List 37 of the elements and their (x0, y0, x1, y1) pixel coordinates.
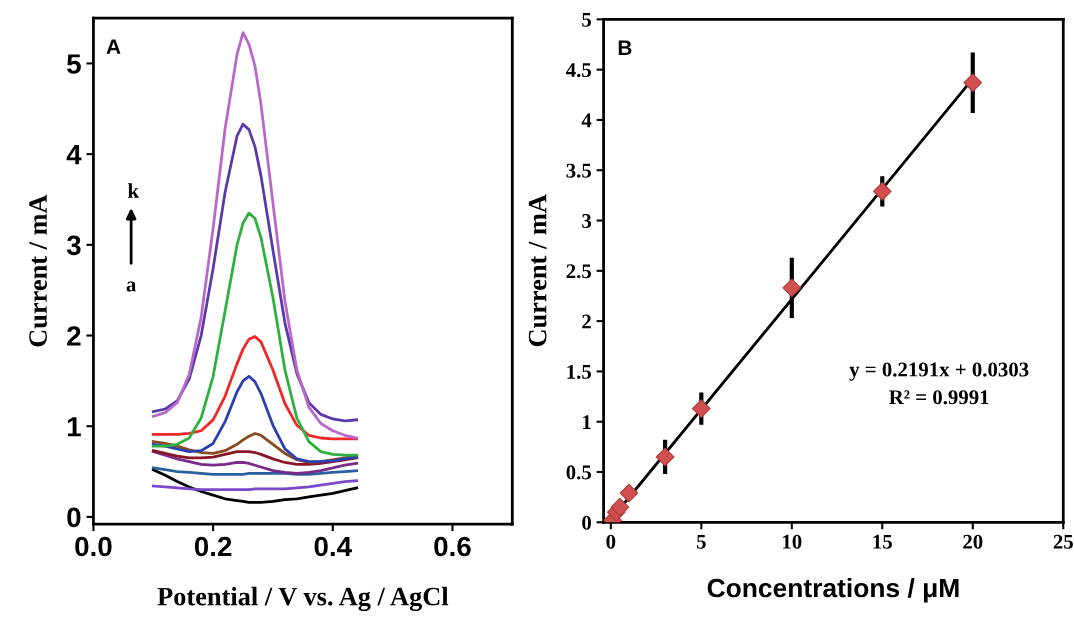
y-tick-label: 0 (67, 507, 81, 528)
y-axis-title: Current / mA (528, 194, 547, 347)
y-tick-label: 4 (66, 145, 82, 165)
y-tick-label: 1.5 (567, 364, 592, 379)
x-tick-label: 10 (783, 534, 802, 549)
x-axis-title: Potential / V vs. Ag / AgCl (157, 586, 449, 611)
annotation: B (618, 40, 632, 55)
x-tick-label: 20 (963, 534, 983, 549)
y-tick-label: 1 (583, 415, 591, 429)
y-tick-label: 2 (67, 326, 81, 346)
annotation: R² = 0.9991 (889, 390, 989, 405)
annotation: a (126, 281, 137, 292)
x-tick-label: 0 (606, 534, 616, 549)
x-tick-label: 0.2 (194, 536, 232, 557)
x-tick-label: 25 (1053, 534, 1073, 549)
y-tick-label: 0.5 (566, 465, 592, 480)
y-tick-label: 2 (582, 314, 591, 329)
x-tick-label: 0.4 (314, 536, 352, 557)
y-tick-label: 5 (67, 54, 81, 74)
x-tick-label: 0.6 (434, 536, 471, 557)
y-tick-label: 3 (582, 213, 592, 228)
x-tick-label: 15 (873, 534, 892, 549)
y-tick-label: 3 (66, 235, 81, 256)
annotation: k (127, 183, 139, 198)
annotation: A (106, 39, 121, 54)
x-tick-label: 0.0 (75, 536, 112, 557)
x-axis-title: Concentrations / μM (707, 577, 959, 603)
y-tick-label: 1 (67, 417, 81, 437)
x-tick-label: 5 (696, 534, 706, 549)
annotation: y = 0.2191x + 0.0303 (849, 362, 1029, 381)
y-tick-label: 4.5 (566, 63, 592, 78)
y-axis-title: Current / mA (29, 194, 47, 347)
y-tick-label: 2.5 (566, 264, 592, 279)
y-tick-label: 5 (582, 12, 592, 27)
y-tick-label: 4 (581, 113, 592, 128)
y-tick-label: 3.5 (566, 163, 592, 178)
y-tick-label: 0 (582, 515, 591, 530)
